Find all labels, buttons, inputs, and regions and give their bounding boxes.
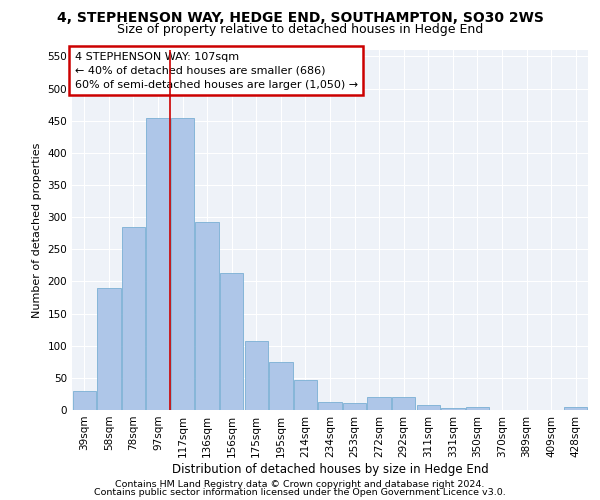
Y-axis label: Number of detached properties: Number of detached properties — [32, 142, 42, 318]
Text: 4, STEPHENSON WAY, HEDGE END, SOUTHAMPTON, SO30 2WS: 4, STEPHENSON WAY, HEDGE END, SOUTHAMPTO… — [56, 11, 544, 25]
Bar — [220, 273, 244, 410]
Text: Contains HM Land Registry data © Crown copyright and database right 2024.: Contains HM Land Registry data © Crown c… — [115, 480, 485, 489]
Text: 4 STEPHENSON WAY: 107sqm
← 40% of detached houses are smaller (686)
60% of semi-: 4 STEPHENSON WAY: 107sqm ← 40% of detach… — [74, 52, 358, 90]
Bar — [269, 362, 293, 410]
Bar — [122, 227, 145, 410]
Text: Contains public sector information licensed under the Open Government Licence v3: Contains public sector information licen… — [94, 488, 506, 497]
Bar — [416, 405, 440, 410]
Bar — [196, 222, 219, 410]
Bar — [367, 397, 391, 410]
Bar — [146, 118, 170, 410]
Bar — [466, 407, 489, 410]
Bar — [245, 340, 268, 410]
Bar — [564, 407, 587, 410]
Bar — [171, 118, 194, 410]
Bar — [294, 380, 317, 410]
Bar — [73, 390, 96, 410]
Text: Size of property relative to detached houses in Hedge End: Size of property relative to detached ho… — [117, 22, 483, 36]
Bar — [392, 397, 415, 410]
Bar — [441, 408, 464, 410]
Bar — [343, 403, 366, 410]
X-axis label: Distribution of detached houses by size in Hedge End: Distribution of detached houses by size … — [172, 462, 488, 475]
Bar — [97, 288, 121, 410]
Bar — [319, 402, 341, 410]
